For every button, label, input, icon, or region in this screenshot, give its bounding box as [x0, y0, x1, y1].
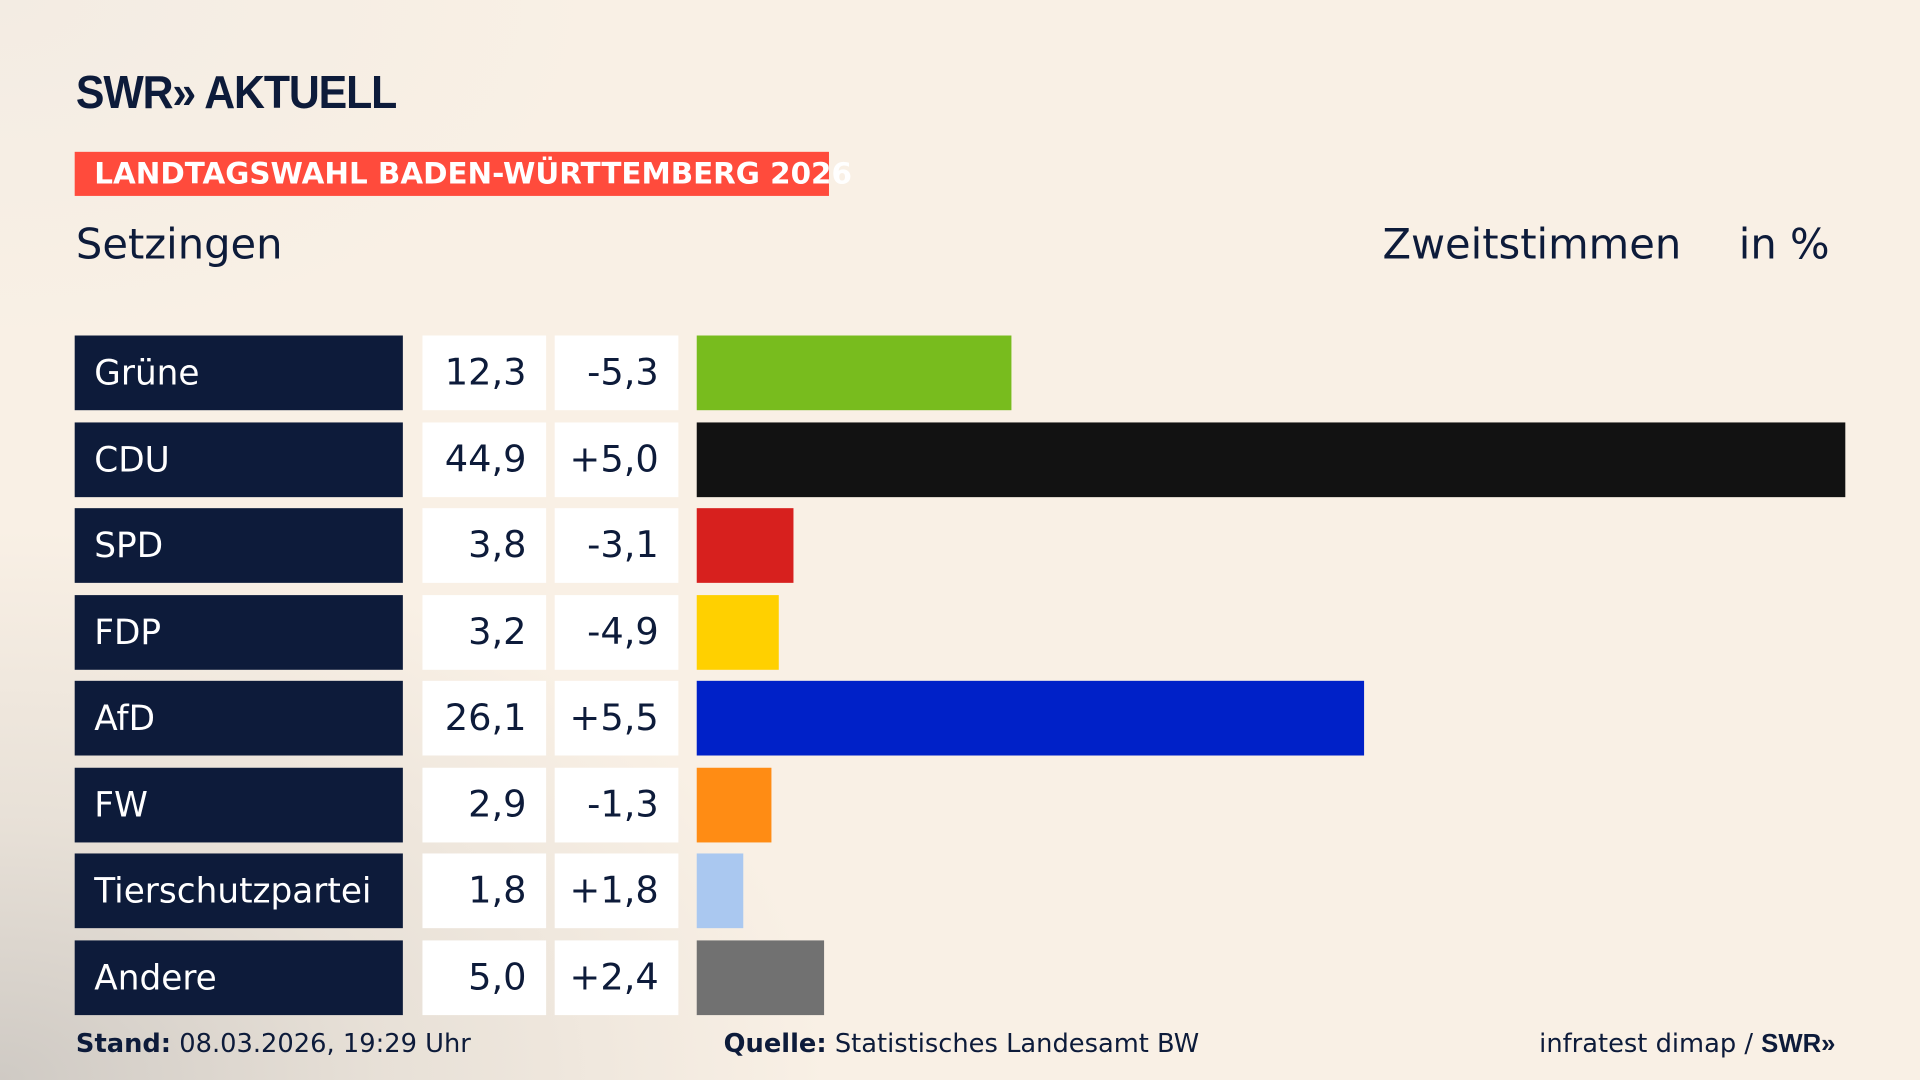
- party-name: AfD: [74, 680, 403, 756]
- swr-logo: SWR»: [1761, 1029, 1836, 1058]
- party-name: SPD: [74, 508, 403, 583]
- vote-change: +2,4: [554, 939, 679, 1015]
- source-value: Statistisches Landesamt BW: [834, 1028, 1200, 1058]
- place-title: Setzingen: [75, 220, 283, 270]
- party-name: CDU: [74, 421, 403, 497]
- vote-change: +1,8: [554, 853, 679, 929]
- bar: [696, 421, 1846, 497]
- source-label: Quelle:: [723, 1028, 827, 1058]
- bar: [696, 335, 1012, 411]
- vote-change: -3,1: [554, 508, 679, 583]
- vote-share: 5,0: [422, 939, 547, 1015]
- vote-share: 3,8: [422, 508, 547, 583]
- stand-value: 08.03.2026, 19:29 Uhr: [179, 1028, 471, 1058]
- vote-share: 12,3: [422, 335, 547, 411]
- bar: [696, 680, 1365, 756]
- credit-text: infratest dimap /: [1539, 1028, 1762, 1058]
- credit: infratest dimap / SWR»: [1539, 1029, 1835, 1060]
- bar: [696, 853, 743, 929]
- vote-change: -4,9: [554, 594, 679, 670]
- metric-label: Zweitstimmen: [1382, 220, 1682, 270]
- vote-share: 2,9: [422, 767, 547, 842]
- election-tag: LANDTAGSWAHL BADEN-WÜRTTEMBERG 2026: [74, 151, 852, 196]
- vote-change: -1,3: [554, 767, 679, 842]
- vote-share: 1,8: [422, 853, 547, 929]
- bar: [696, 508, 794, 583]
- source: Quelle: Statistisches Landesamt BW: [724, 1029, 1200, 1058]
- vote-change: +5,0: [554, 421, 679, 497]
- vote-change: -5,3: [554, 335, 679, 411]
- vote-share: 26,1: [422, 680, 547, 756]
- vote-share: 44,9: [422, 421, 547, 497]
- vote-change: +5,5: [554, 680, 679, 756]
- party-name: Tierschutzpartei: [74, 853, 403, 929]
- bar: [696, 767, 771, 842]
- unit-label: in %: [1738, 220, 1830, 270]
- party-name: Grüne: [74, 335, 403, 411]
- bar: [696, 594, 779, 670]
- bar: [696, 939, 825, 1015]
- vote-share: 3,2: [422, 594, 547, 670]
- swr-aktuell-logo: SWR» AKTUELL: [75, 67, 397, 119]
- party-name: FDP: [74, 594, 403, 670]
- stand-label: Stand:: [75, 1028, 172, 1058]
- party-name: Andere: [74, 939, 403, 1015]
- party-name: FW: [74, 767, 403, 842]
- timestamp: Stand: 08.03.2026, 19:29 Uhr: [76, 1029, 471, 1058]
